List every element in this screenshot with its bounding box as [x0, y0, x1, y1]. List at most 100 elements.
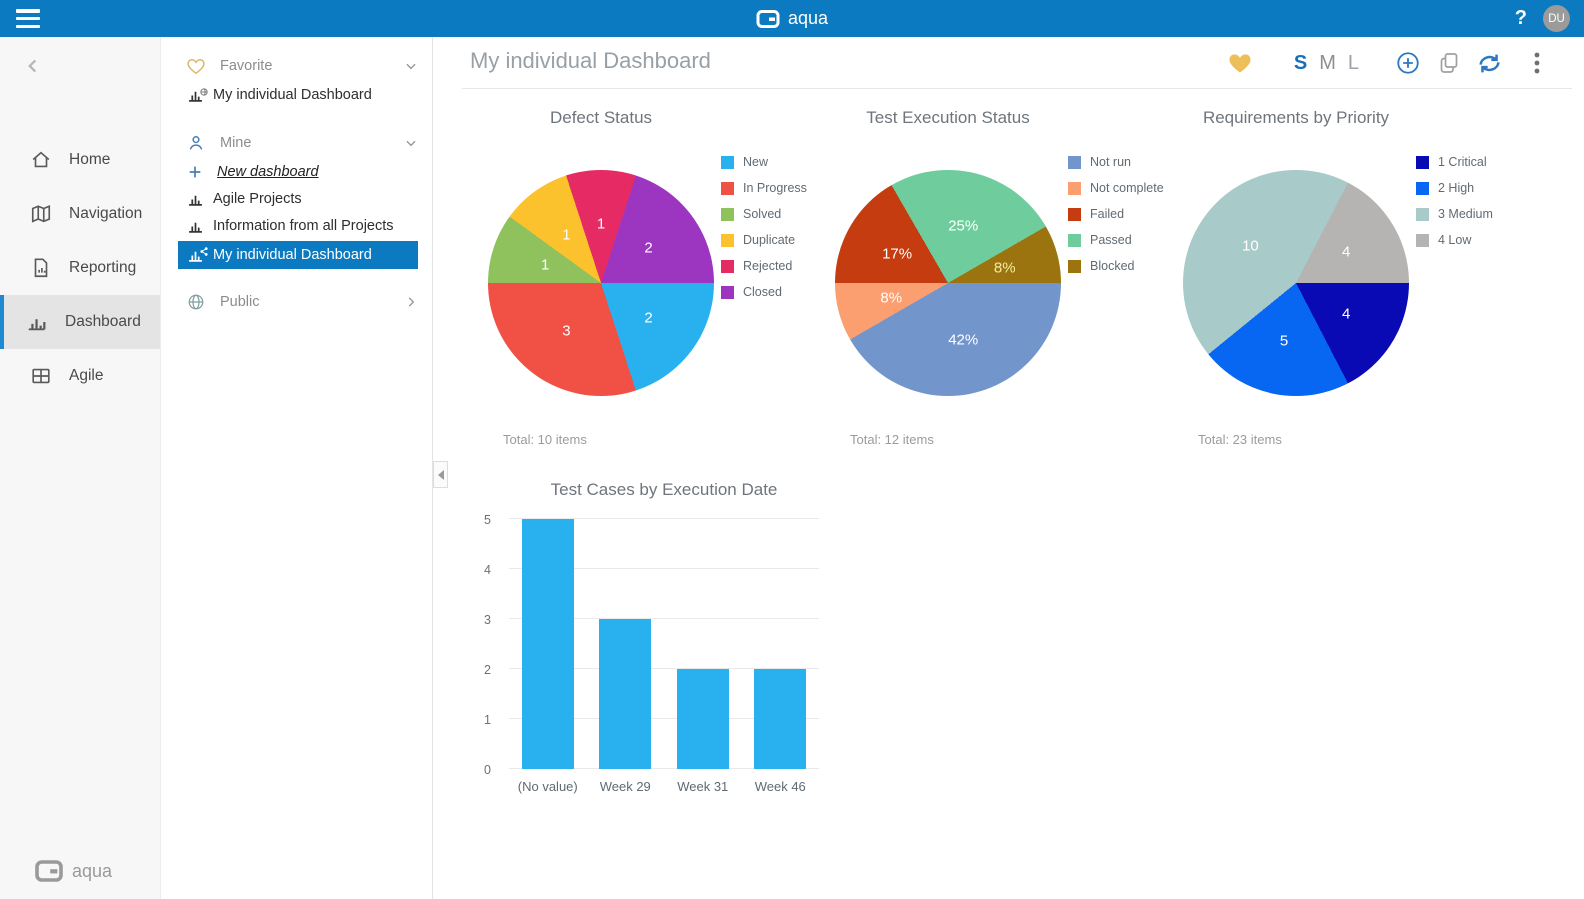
top-bar: aqua ? DU: [0, 0, 1584, 37]
pie-value-label: 1: [540, 256, 550, 274]
legend-item: Closed: [721, 279, 807, 305]
gridline: [509, 568, 819, 569]
help-button[interactable]: ?: [1514, 7, 1527, 29]
hamburger-menu-icon[interactable]: [16, 9, 40, 28]
dashboard-item-information-all-projects[interactable]: Information from all Projects: [161, 212, 432, 239]
sidebar-item-label: Agile: [69, 367, 104, 384]
new-dashboard-label: New dashboard: [217, 163, 319, 180]
y-axis-tick-label: 1: [484, 713, 491, 727]
legend-swatch: [1416, 155, 1429, 169]
x-axis-tick-label: (No value): [517, 779, 578, 794]
pie-chart-requirements-by-priority[interactable]: 4 5 10 4: [1183, 170, 1409, 396]
legend-label: Passed: [1090, 233, 1132, 247]
legend-swatch: [721, 285, 734, 299]
kebab-menu-icon[interactable]: [1534, 51, 1540, 75]
bar-chart-icon: [26, 311, 48, 333]
sidebar-item-label: Navigation: [69, 205, 143, 222]
legend-label: 3 Medium: [1438, 207, 1493, 221]
y-axis-tick-label: 0: [484, 763, 491, 777]
legend-swatch: [1068, 233, 1081, 247]
favorite-heart-icon[interactable]: [1228, 52, 1252, 74]
pie-value-label: 10: [1242, 237, 1259, 255]
y-axis-tick-label: 5: [484, 513, 491, 527]
legend-swatch: [1068, 181, 1081, 195]
mini-bar-chart-icon: [188, 87, 208, 102]
chevron-down-icon[interactable]: [404, 59, 418, 73]
favorite-dashboard-item[interactable]: My individual Dashboard: [161, 81, 432, 108]
collapse-left-triangle-icon: [437, 469, 444, 480]
section-mine[interactable]: Mine: [161, 128, 432, 158]
chart-total: Total: 12 items: [850, 432, 934, 447]
chart-total: Total: 23 items: [1198, 432, 1282, 447]
legend-item: Duplicate: [721, 227, 807, 253]
mini-bar-chart-icon: [188, 219, 203, 233]
public-globe-badge-icon: [200, 84, 208, 100]
dashboard-item-agile-projects[interactable]: Agile Projects: [161, 185, 432, 212]
chart-total: Total: 10 items: [503, 432, 587, 447]
gridline: [509, 518, 819, 519]
bar[interactable]: [676, 669, 729, 769]
plus-icon: [187, 164, 203, 180]
main-sidebar: Home Navigation Reporting Dashboard Agil…: [0, 37, 161, 899]
brand-text: aqua: [787, 8, 829, 28]
size-medium-button[interactable]: M: [1319, 51, 1336, 74]
dashboard-item-my-individual-dashboard-selected[interactable]: My individual Dashboard: [178, 241, 418, 269]
sidebar-item-label: Reporting: [69, 259, 137, 276]
pie-value-label: 4: [1342, 243, 1351, 261]
app-brand: aqua: [0, 0, 1584, 37]
heart-outline-icon: [187, 58, 205, 75]
legend-item: Passed: [1068, 227, 1164, 253]
grid-icon: [30, 365, 52, 387]
refresh-icon[interactable]: [1477, 53, 1502, 74]
pie-value-label: 1: [562, 226, 571, 244]
legend-label: 4 Low: [1438, 233, 1472, 247]
pie-value-label: 2: [644, 239, 653, 257]
copy-icon[interactable]: [1437, 51, 1461, 75]
chevron-right-icon[interactable]: [404, 295, 418, 309]
dashboard-header: My individual Dashboard S M L: [434, 37, 1584, 89]
sidebar-item-navigation[interactable]: Navigation: [0, 187, 160, 241]
sidebar-item-dashboard[interactable]: Dashboard: [0, 295, 160, 349]
sidebar-item-reporting[interactable]: Reporting: [0, 241, 160, 295]
gridline: [509, 768, 819, 769]
pie-value-label: 2: [644, 309, 653, 327]
dashboard-toolbar: S M L: [1228, 37, 1540, 89]
sidebar-item-label: Home: [69, 151, 111, 168]
pie-value-label: 5: [1279, 332, 1289, 350]
sidebar-item-agile[interactable]: Agile: [0, 349, 160, 403]
section-public[interactable]: Public: [161, 287, 432, 317]
shared-badge-icon: [200, 244, 208, 260]
bar[interactable]: [599, 619, 652, 769]
chevron-down-icon[interactable]: [404, 136, 418, 150]
widget-test-execution-status: Test Execution Status 42% 8% 17% 25% 8% Not …: [816, 102, 1164, 462]
new-dashboard-link[interactable]: New dashboard: [161, 158, 432, 185]
dashboard-main: My individual Dashboard S M L Def: [434, 37, 1584, 899]
legend-label: 1 Critical: [1438, 155, 1487, 169]
bar[interactable]: [754, 669, 807, 769]
x-axis: (No value) Week 29 Week 31 Week 46: [509, 779, 819, 799]
user-avatar[interactable]: DU: [1543, 5, 1570, 32]
pie-value-label: 17%: [882, 245, 913, 263]
sidebar-item-home[interactable]: Home: [0, 133, 160, 187]
add-widget-icon[interactable]: [1395, 50, 1421, 76]
section-favorite[interactable]: Favorite: [161, 51, 432, 81]
legend-item: In Progress: [721, 175, 807, 201]
chart-legend: New In Progress Solved Duplicate Rejected Clo…: [721, 149, 807, 305]
sidebar-item-label: Dashboard: [65, 313, 141, 330]
legend-swatch: [721, 259, 734, 273]
legend-item: 1 Critical: [1416, 149, 1493, 175]
panel-collapse-handle[interactable]: [433, 461, 448, 488]
legend-item: Blocked: [1068, 253, 1164, 279]
size-small-button[interactable]: S: [1293, 51, 1308, 74]
bar[interactable]: [521, 519, 574, 769]
legend-swatch: [721, 207, 734, 221]
size-large-button[interactable]: L: [1347, 51, 1359, 74]
legend-swatch: [1416, 181, 1429, 195]
collapse-sidebar-chevron-icon[interactable]: [22, 55, 44, 82]
legend-item: 4 Low: [1416, 227, 1493, 253]
pie-chart-test-execution-status[interactable]: 42% 8% 17% 25% 8%: [835, 170, 1061, 396]
gridline: [509, 668, 819, 669]
header-divider: [462, 88, 1572, 89]
map-icon: [30, 203, 52, 225]
